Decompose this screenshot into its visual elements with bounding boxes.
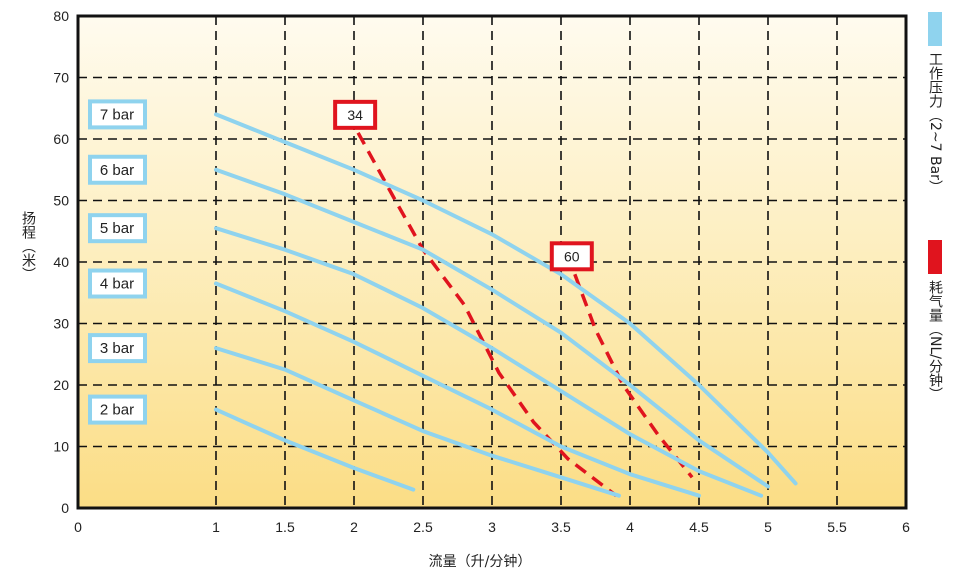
y-tick-label: 0	[61, 500, 69, 516]
y-tick-labels: 0 10 20 30 40 50 60 70 80	[53, 8, 69, 516]
curve-7-bar	[214, 112, 798, 486]
air-label-60: 60	[549, 241, 594, 272]
legend-label-pressure: 工作压力（2~7 Bar）	[927, 52, 943, 194]
legend: 工作压力（2~7 Bar） 耗气量（NL/分钟）	[927, 12, 943, 401]
pressure-curves	[214, 112, 798, 498]
y-tick-label: 80	[53, 8, 69, 24]
legend-label-air: 耗气量（NL/分钟）	[927, 280, 943, 401]
x-tick-label: 4	[626, 519, 634, 535]
air-line-34	[356, 131, 618, 498]
curve-5-bar	[214, 226, 764, 498]
air-label-34: 34	[333, 99, 378, 130]
x-tick-labels: 0 1 1.5 2 2.5 3 3.5 4 4.5 5 5.5 6	[74, 519, 910, 535]
x-tick-label: 4.5	[689, 519, 709, 535]
x-tick-label: 0	[74, 519, 82, 535]
x-tick-label: 3.5	[551, 519, 571, 535]
pressure-label-text: 2 bar	[100, 402, 134, 419]
y-axis-label: 扬程（米）	[20, 211, 36, 281]
pressure-label-box	[88, 333, 147, 364]
pressure-labels: 7 bar 6 bar 5 bar 4 bar 3 bar 2 bar	[88, 99, 147, 425]
pressure-label-box	[88, 99, 147, 130]
x-tick-label: 1.5	[275, 519, 295, 535]
legend-swatch-pressure	[928, 12, 942, 46]
x-tick-label: 6	[902, 519, 910, 535]
y-tick-label: 70	[53, 70, 69, 86]
y-tick-label: 10	[53, 439, 69, 455]
air-consumption-lines	[356, 131, 694, 498]
air-label-text: 34	[347, 107, 363, 123]
y-tick-label: 30	[53, 316, 69, 332]
x-tick-label: 2.5	[413, 519, 433, 535]
pressure-label-3-bar: 3 bar	[88, 333, 147, 364]
pressure-label-text: 7 bar	[100, 106, 134, 123]
pressure-label-text: 5 bar	[100, 220, 134, 237]
x-axis-label: 流量（升/分钟）	[429, 553, 532, 570]
pressure-label-box	[88, 394, 147, 425]
air-label-box	[549, 241, 594, 272]
pressure-label-box	[88, 154, 147, 185]
pressure-label-box	[88, 213, 147, 244]
pressure-label-7-bar: 7 bar	[88, 99, 147, 130]
y-tick-label: 20	[53, 377, 69, 393]
pressure-label-6-bar: 6 bar	[88, 154, 147, 185]
air-label-text: 60	[564, 248, 580, 264]
air-labels: 34 60	[333, 99, 594, 272]
y-tick-label: 40	[53, 254, 69, 270]
x-tick-label: 3	[488, 519, 496, 535]
plot-frame	[76, 14, 908, 510]
pressure-label-text: 4 bar	[100, 276, 134, 293]
air-line-60	[573, 273, 694, 479]
pressure-label-2-bar: 2 bar	[88, 394, 147, 425]
curve-3-bar	[214, 346, 621, 498]
air-label-box	[333, 99, 378, 130]
pressure-label-text: 6 bar	[100, 162, 134, 179]
pressure-label-box	[88, 268, 147, 299]
x-tick-label: 5.5	[827, 519, 847, 535]
y-tick-label: 50	[53, 193, 69, 209]
curve-4-bar	[214, 281, 701, 498]
legend-swatch-air	[928, 240, 942, 274]
pressure-label-5-bar: 5 bar	[88, 213, 147, 244]
curve-2-bar	[214, 407, 416, 492]
pressure-label-text: 3 bar	[100, 340, 134, 357]
x-tick-label: 2	[350, 519, 358, 535]
y-tick-label: 60	[53, 131, 69, 147]
x-tick-label: 1	[212, 519, 220, 535]
curve-6-bar	[214, 167, 770, 489]
pressure-label-4-bar: 4 bar	[88, 268, 147, 299]
x-tick-label: 5	[764, 519, 772, 535]
